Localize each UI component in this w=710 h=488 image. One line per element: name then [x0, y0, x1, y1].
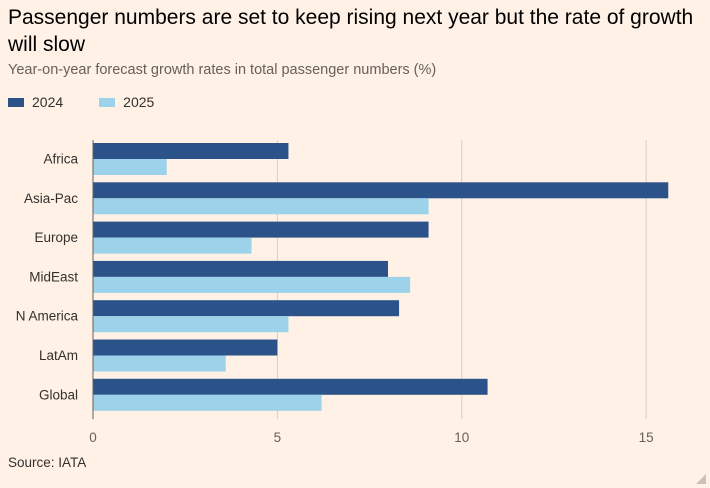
legend-label-2025: 2025 — [123, 94, 155, 110]
bar-global-2024 — [93, 378, 488, 395]
legend-item-2024: 2024 — [8, 94, 63, 110]
x-tick-label-10: 10 — [454, 430, 469, 445]
chart-subtitle: Year-on-year forecast growth rates in to… — [8, 62, 437, 78]
bar-africa-2024 — [93, 143, 289, 159]
category-label-africa: Africa — [43, 152, 78, 167]
bar-mideast-2024 — [93, 260, 388, 277]
bar-latam-2025 — [93, 355, 226, 372]
bar-latam-2024 — [93, 339, 278, 356]
legend-item-2025: 2025 — [99, 94, 154, 110]
bar-europe-2025 — [93, 237, 252, 254]
category-label-europe: Europe — [34, 230, 78, 245]
bar-n-america-2025 — [93, 316, 289, 333]
category-label-latam: LatAm — [39, 348, 78, 363]
source-note: Source: IATA — [8, 455, 87, 470]
x-tick-label-0: 0 — [89, 430, 97, 445]
legend-label-2024: 2024 — [32, 94, 64, 110]
category-label-global: Global — [39, 387, 78, 402]
x-tick-label-15: 15 — [639, 430, 654, 445]
category-label-n-america: N America — [16, 309, 79, 324]
legend-swatch-2024 — [8, 97, 24, 107]
bar-mideast-2025 — [93, 276, 411, 293]
legend-swatch-2025 — [99, 97, 116, 107]
category-label-mideast: MidEast — [29, 269, 78, 284]
bar-asia-pac-2024 — [93, 182, 669, 199]
x-tick-label-5: 5 — [274, 430, 282, 445]
category-label-asia-pac: Asia-Pac — [24, 191, 78, 206]
bar-global-2025 — [93, 394, 322, 411]
legend: 2024 2025 — [8, 93, 190, 111]
resize-handle-icon — [696, 474, 706, 484]
bar-africa-2025 — [93, 159, 167, 175]
chart-title: Passenger numbers are set to keep rising… — [8, 6, 694, 56]
bar-asia-pac-2025 — [93, 198, 429, 215]
bar-europe-2024 — [93, 221, 429, 238]
bar-n-america-2024 — [93, 300, 400, 317]
